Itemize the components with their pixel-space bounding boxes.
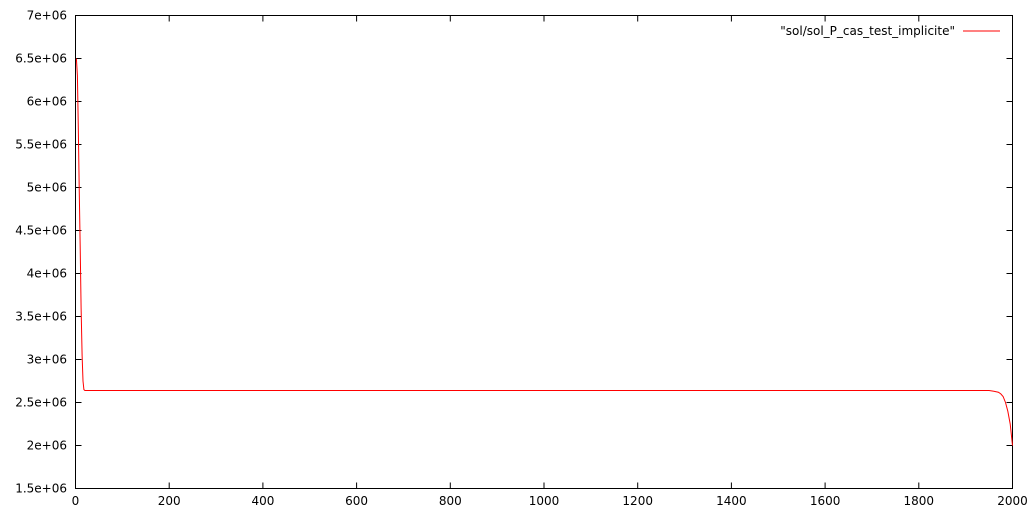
y-axis: 1.5e+06 2e+06 2.5e+06 3e+06 3.5e+06 4e+06 4.5e… xyxy=(15,9,1013,496)
series-line xyxy=(75,58,1013,446)
x-tick-label: 400 xyxy=(251,494,274,508)
legend: "sol/sol_P_cas_test_implicite" xyxy=(780,24,1000,38)
y-tick-label: 5e+06 xyxy=(27,181,67,195)
y-tick-label: 5.5e+06 xyxy=(15,138,67,152)
x-tick-label: 0 xyxy=(72,494,80,508)
x-axis: 0 200 400 600 800 1000 1200 1400 1600 1800 2000 xyxy=(72,15,1028,508)
series-layer xyxy=(75,58,1013,446)
x-tick-label: 1400 xyxy=(716,494,747,508)
y-tick-label: 4e+06 xyxy=(27,267,67,281)
plot-frame xyxy=(75,15,1013,489)
y-tick-label: 3e+06 xyxy=(27,353,67,367)
y-tick-label: 2.5e+06 xyxy=(15,396,67,410)
y-tick-label: 6e+06 xyxy=(27,95,67,109)
x-tick-label: 600 xyxy=(345,494,368,508)
y-tick-label: 4.5e+06 xyxy=(15,224,67,238)
x-tick-label: 1600 xyxy=(810,494,841,508)
y-tick-label: 6.5e+06 xyxy=(15,52,67,66)
y-tick-label: 1.5e+06 xyxy=(15,482,67,496)
y-tick-label: 2e+06 xyxy=(27,439,67,453)
y-tick-label: 3.5e+06 xyxy=(15,310,67,324)
x-tick-label: 1200 xyxy=(622,494,653,508)
y-tick-label: 7e+06 xyxy=(27,9,67,23)
legend-label: "sol/sol_P_cas_test_implicite" xyxy=(780,24,955,38)
x-tick-label: 2000 xyxy=(997,494,1028,508)
x-tick-label: 1000 xyxy=(529,494,560,508)
x-tick-label: 200 xyxy=(158,494,181,508)
x-tick-label: 1800 xyxy=(904,494,935,508)
x-tick-label: 800 xyxy=(439,494,462,508)
